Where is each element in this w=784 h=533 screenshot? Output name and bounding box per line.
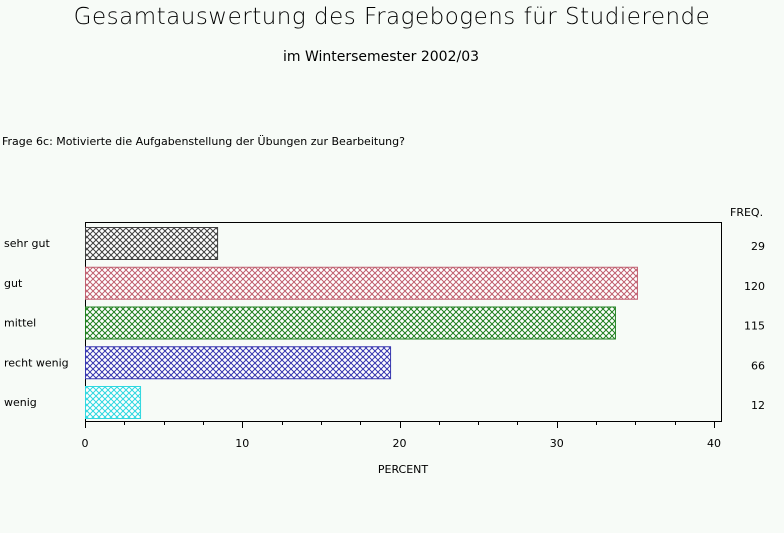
freq-header: FREQ.	[730, 206, 763, 219]
freq-value: 29	[751, 240, 765, 253]
x-axis-label: PERCENT	[378, 463, 429, 476]
category-label: wenig	[4, 396, 37, 409]
x-tick-label: 40	[707, 437, 721, 450]
bar-mittel	[85, 306, 616, 340]
chart-subtitle: im Wintersemester 2002/03	[282, 49, 480, 65]
bar-wenig	[85, 386, 142, 419]
category-label: sehr gut	[4, 237, 50, 250]
freq-value: 12	[751, 399, 765, 412]
x-tick-label: 0	[82, 437, 89, 450]
x-tick-label: 20	[393, 437, 407, 450]
category-label: mittel	[4, 317, 36, 330]
category-label: recht wenig	[4, 356, 69, 369]
freq-value: 120	[744, 280, 765, 293]
x-tick-label: 10	[235, 437, 249, 450]
freq-value: 115	[744, 320, 765, 333]
x-tick-label: 30	[550, 437, 564, 450]
bar-sehr-gut	[85, 227, 219, 260]
freq-value: 66	[751, 359, 765, 372]
category-label: gut	[4, 277, 23, 290]
question-text: Frage 6c: Motivierte die Aufgabenstellun…	[2, 135, 405, 148]
bar-gut	[85, 266, 638, 300]
chart-title: Gesamtauswertung des Fragebogens für Stu…	[73, 4, 711, 30]
bar-recht-wenig	[85, 346, 392, 380]
